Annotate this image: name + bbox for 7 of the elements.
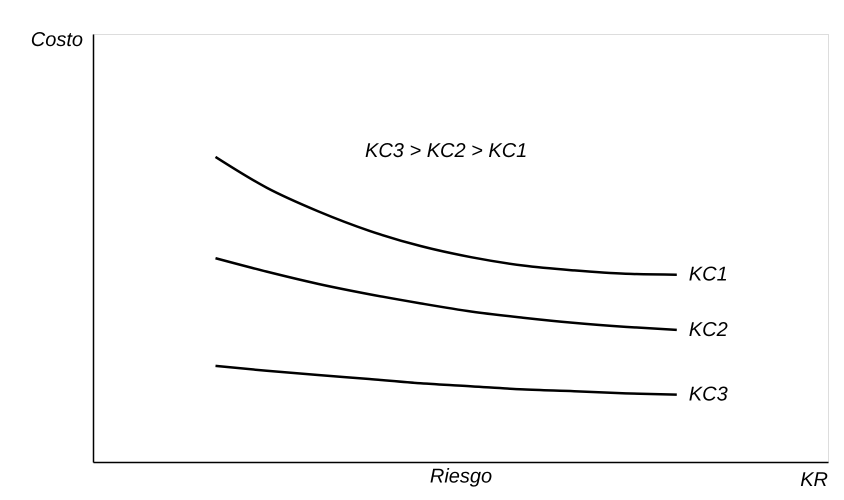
annotation: KC3 > KC2 > KC1 xyxy=(364,140,528,162)
series-label: KC1 xyxy=(688,264,728,286)
x-axis-title: Riesgo xyxy=(430,466,492,488)
text: KR xyxy=(800,469,828,491)
series-label: KC3 xyxy=(688,384,728,406)
text: Costo xyxy=(30,29,83,51)
series-label: KC2 xyxy=(688,318,728,341)
